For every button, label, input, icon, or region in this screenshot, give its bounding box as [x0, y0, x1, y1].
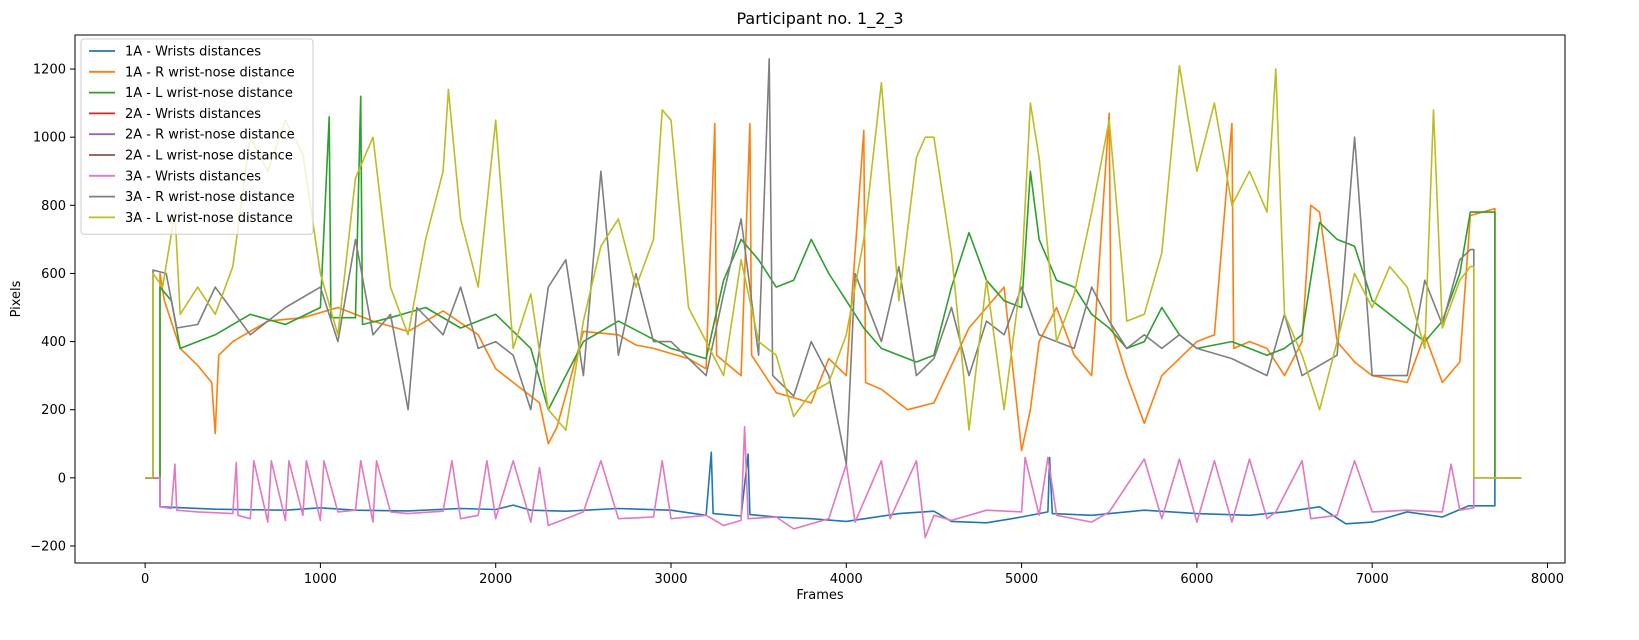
x-tick-label: 7000: [1356, 572, 1389, 587]
x-tick-label: 0: [141, 572, 149, 587]
legend-entry-label: 1A - L wrist-nose distance: [125, 86, 293, 101]
series-line-7: [145, 425, 1522, 539]
y-tick-label: −200: [30, 539, 66, 554]
x-tick-label: 3000: [654, 572, 687, 587]
series-line-3: [145, 95, 1522, 479]
legend-box: [80, 38, 314, 235]
y-tick-label: 200: [41, 403, 66, 418]
legend-entry-label: 1A - R wrist-nose distance: [125, 65, 295, 80]
legend-entry-label: 2A - Wrists distances: [125, 107, 261, 122]
y-tick-label: 800: [41, 199, 66, 214]
legend-entry-label: 3A - R wrist-nose distance: [125, 190, 295, 205]
x-tick-label: 5000: [1005, 572, 1038, 587]
legend-entry-label: 3A - L wrist-nose distance: [125, 211, 293, 226]
legend-entry-label: 2A - R wrist-nose distance: [125, 128, 295, 143]
y-axis: −200 0 200 400 600 800 1000 1200: [30, 63, 75, 554]
series-line-9: [145, 64, 1522, 479]
legend: 1A - Wrists distances 1A - R wrist-nose d…: [80, 38, 314, 235]
y-tick-label: 600: [41, 267, 66, 282]
legend-entry-label: 3A - Wrists distances: [125, 169, 261, 184]
plot-area-frame: [74, 34, 1566, 564]
x-axis-title: Frames: [796, 588, 844, 603]
y-tick-label: 1200: [33, 63, 66, 78]
y-tick-label: 1000: [33, 131, 66, 146]
x-tick-label: 4000: [830, 572, 863, 587]
x-tick-label: 8000: [1531, 572, 1564, 587]
y-tick-label: 400: [41, 335, 66, 350]
y-axis-title: Pixels: [9, 280, 24, 317]
chart-title: Participant no. 1_2_3: [736, 9, 903, 29]
series-line-2: [145, 112, 1522, 479]
x-tick-label: 6000: [1180, 572, 1213, 587]
x-tick-label: 1000: [304, 572, 337, 587]
y-tick-label: 0: [58, 471, 66, 486]
x-axis: 0 1000 2000 3000 4000 5000 6000 7000 8000: [141, 563, 1564, 587]
legend-entry-label: 2A - L wrist-nose distance: [125, 149, 293, 164]
legend-entry-label: 1A - Wrists distances: [125, 45, 261, 60]
x-tick-label: 2000: [479, 572, 512, 587]
series-group: [145, 58, 1522, 539]
series-line-8: [145, 58, 1522, 479]
